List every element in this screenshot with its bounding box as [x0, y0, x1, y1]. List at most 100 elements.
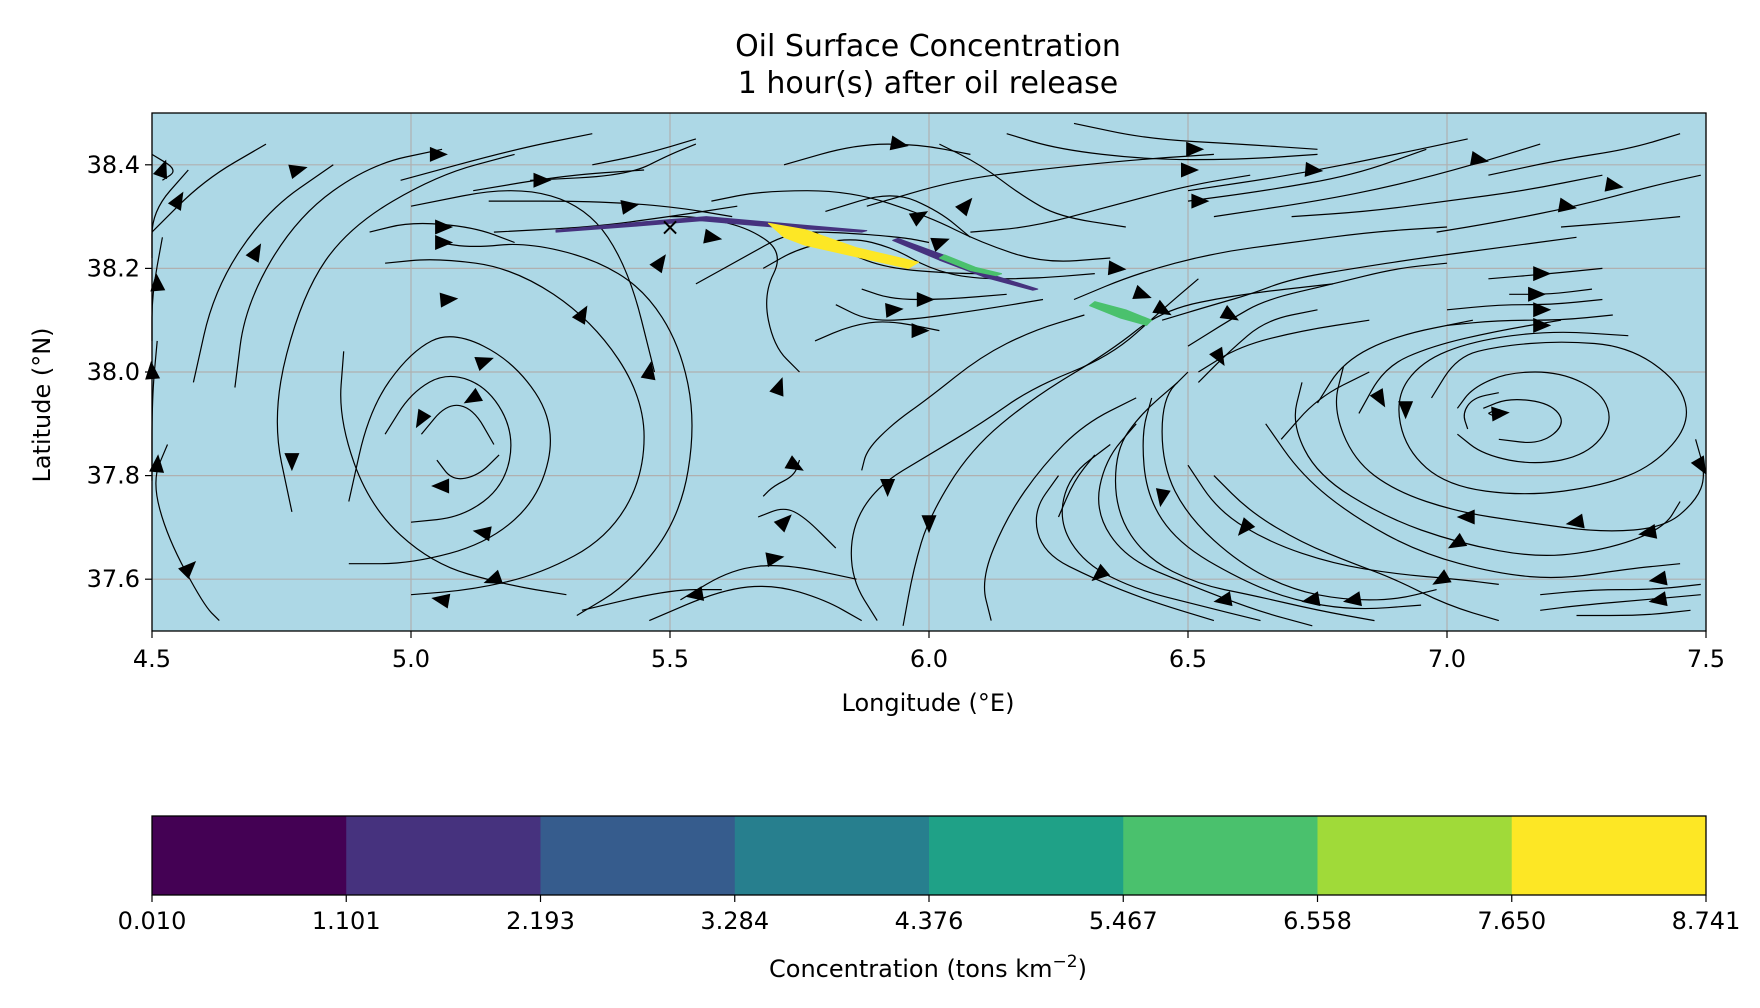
x-axis-ticks: 4.5 5.0 5.5 6.0 6.5 7.0 7.5: [133, 631, 1725, 673]
streamline: [1335, 366, 1704, 532]
streamline: [866, 153, 1214, 207]
colorbar-tick-label: 7.650: [1477, 907, 1546, 935]
streamline-arrow: [533, 172, 552, 188]
streamline: [348, 336, 551, 565]
colorbar-tick-label: 1.101: [312, 907, 381, 935]
streamline-arrow: [178, 561, 197, 580]
x-tick-label: 6.0: [910, 645, 948, 673]
streamline-arrow: [1155, 488, 1171, 508]
streamline: [473, 169, 645, 192]
streamline-arrow: [640, 361, 656, 381]
y-axis-ticks: 37.6 37.8 38.0 38.2 38.4: [87, 151, 152, 593]
streamline: [410, 190, 656, 373]
streamline-arrow: [769, 377, 784, 397]
streamline: [1098, 423, 1313, 627]
streamline-arrow: [571, 305, 588, 325]
streamline-arrow: [1191, 193, 1210, 209]
colorbar-segment: [540, 816, 736, 895]
streamline-arrow: [431, 478, 450, 494]
streamline-arrow: [1528, 286, 1547, 302]
streamline-arrow: [1432, 569, 1452, 585]
streamline-arrow: [152, 159, 168, 180]
streamline: [1446, 298, 1603, 311]
streamline: [1187, 138, 1468, 192]
streamline-arrow: [1209, 346, 1225, 367]
streamline: [1463, 392, 1499, 430]
streamline: [530, 143, 697, 181]
colorbar-segment: [929, 816, 1124, 895]
oil-patch: [767, 222, 920, 269]
colorbar-label-text: Concentration (tons km: [769, 955, 1053, 983]
streamline: [1576, 609, 1691, 617]
streamline-arrow: [150, 272, 166, 292]
streamline-arrow: [1604, 176, 1624, 192]
streamline: [835, 298, 1044, 321]
streamline: [1358, 319, 1562, 414]
colorbar-tick-label: 8.741: [1672, 907, 1741, 935]
streamline-arrow: [930, 237, 950, 252]
streamline-arrow: [245, 243, 262, 263]
y-tick-label: 37.8: [87, 462, 140, 490]
streamline: [861, 314, 1085, 471]
streamline-arrow: [472, 526, 492, 542]
streamline: [1316, 319, 1474, 404]
streamline: [1483, 399, 1562, 443]
streamline: [1057, 454, 1096, 518]
x-tick-label: 6.5: [1169, 645, 1207, 673]
streamline: [436, 454, 500, 480]
colorbar-label: Concentration (tons km−2): [769, 952, 1087, 983]
grid-lines: [151, 113, 1707, 631]
streamline-arrow: [1107, 260, 1127, 276]
streamline-arrow: [1456, 509, 1475, 525]
streamline: [939, 143, 1126, 228]
x-axis-label: Longitude (°E): [842, 689, 1015, 717]
y-tick-label: 38.4: [87, 151, 140, 179]
streamline-arrow: [649, 254, 666, 274]
streamline-arrow: [885, 302, 904, 318]
streamline: [1213, 475, 1499, 622]
oil-patch: [1089, 301, 1153, 326]
streamline: [385, 259, 645, 596]
streamline-arrow: [703, 228, 723, 244]
streamline-arrow: [1638, 523, 1658, 539]
streamline: [155, 444, 220, 622]
chart-title: Oil Surface Concentration: [735, 29, 1121, 64]
streamline: [825, 195, 971, 238]
streamline-arrow: [1186, 141, 1205, 157]
streamline-arrow: [439, 292, 459, 308]
streamline-arrow: [149, 454, 165, 473]
streamline: [1187, 148, 1427, 202]
streamline-arrow: [1152, 299, 1172, 316]
x-tick-label: 4.5: [133, 645, 171, 673]
streamline-arrow: [415, 408, 432, 429]
x-tick-label: 7.0: [1428, 645, 1466, 673]
streamline-arrow: [1304, 161, 1324, 177]
streamline-arrow: [1648, 591, 1668, 607]
streamline-arrow: [1533, 266, 1552, 282]
colorbar-label-exponent: −2: [1053, 952, 1078, 972]
y-tick-label: 38.0: [87, 358, 140, 386]
streamline: [1398, 331, 1688, 495]
colorbar-segment: [1317, 816, 1513, 895]
streamline-arrow: [1557, 197, 1577, 213]
streamline-arrow: [167, 191, 184, 211]
streamline: [902, 283, 1334, 626]
streamline: [1161, 236, 1577, 321]
streamline: [192, 164, 334, 383]
streamline: [1436, 174, 1701, 233]
streamline-arrow: [784, 455, 804, 471]
streamline-arrow: [284, 453, 300, 472]
streamline: [1187, 464, 1499, 585]
colorbar-tick-label: 4.376: [895, 907, 964, 935]
streamline: [762, 459, 801, 497]
colorbar-segment: [1511, 816, 1707, 895]
streamline-arrow: [431, 593, 451, 609]
streamline-arrow: [429, 146, 448, 162]
x-tick-label: 5.0: [392, 645, 430, 673]
colorbar-segment: [346, 816, 541, 895]
oil-patch: [555, 216, 868, 233]
streamline: [581, 589, 722, 611]
streamline: [1488, 133, 1681, 176]
streamline-arrow: [1181, 162, 1199, 178]
